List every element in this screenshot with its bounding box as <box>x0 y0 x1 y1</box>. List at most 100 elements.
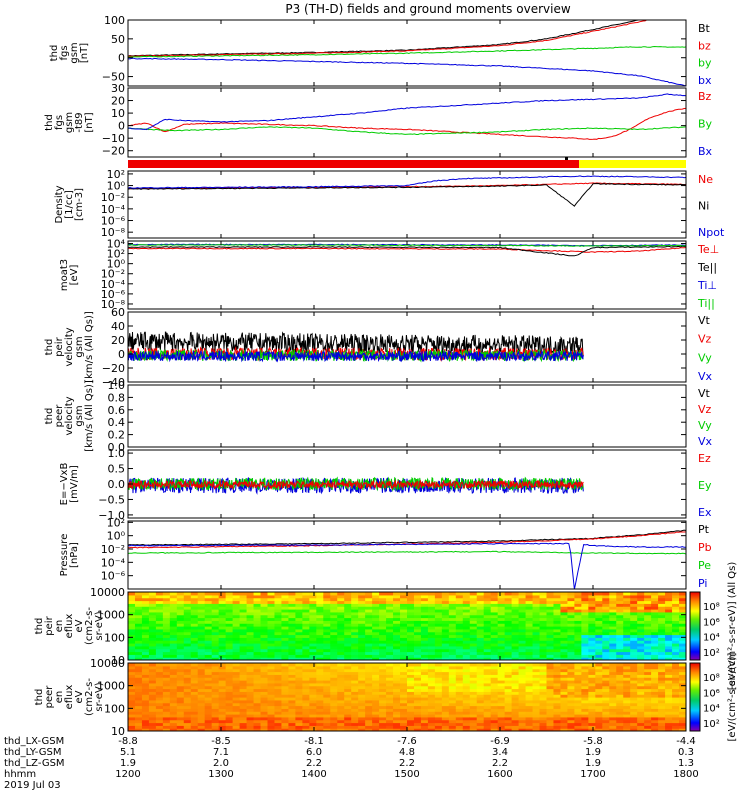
spectrogram-cell <box>162 592 171 596</box>
spectrogram-cell <box>365 651 373 655</box>
spectrogram-cell <box>588 682 596 687</box>
spectrogram-cell <box>309 648 317 653</box>
spectrogram-cell <box>183 651 192 655</box>
spectrogram-cell <box>141 654 150 658</box>
spectrogram-cell <box>644 600 652 604</box>
spectrogram-cell <box>441 714 450 718</box>
spectrogram-cell <box>239 634 248 638</box>
spectrogram-cell <box>427 611 436 616</box>
spectrogram-cell <box>462 688 471 692</box>
spectrogram-cell <box>637 719 645 724</box>
spectrogram-cell <box>546 711 555 715</box>
spectrogram-cell <box>274 702 283 707</box>
spectrogram-cell <box>644 654 652 658</box>
spectrogram-cell <box>379 626 387 630</box>
spectrogram-cell <box>602 597 610 602</box>
spectrogram-cell <box>672 628 680 633</box>
spectrogram-cell <box>462 711 471 715</box>
spectrogram-cell <box>483 714 492 718</box>
spectrogram-cell <box>400 651 408 655</box>
spectrogram-cell <box>595 674 603 678</box>
spectrogram-cell <box>128 725 136 729</box>
spectrogram-cell <box>497 600 506 604</box>
spectrogram-cell <box>623 600 631 604</box>
spectrogram-cell <box>525 725 534 729</box>
spectrogram-cell <box>609 628 617 633</box>
spectrogram-cell <box>302 623 310 627</box>
spectrogram-cell <box>183 628 192 633</box>
spectrogram-cell <box>476 606 485 610</box>
spectrogram-cell <box>672 597 680 602</box>
spectrogram-cell <box>546 631 555 636</box>
spectrogram-cell <box>302 705 310 709</box>
spectrogram-cell <box>337 640 345 644</box>
spectrogram-cell <box>511 609 520 613</box>
spectrogram-cell <box>128 611 136 616</box>
spectrogram-cell <box>532 628 541 633</box>
spectrogram-cell <box>497 719 506 724</box>
x-tick-value: 1600 <box>487 769 512 780</box>
spectrogram-cell <box>281 597 290 602</box>
spectrogram-cell <box>232 645 241 650</box>
spectrogram-cell <box>567 648 575 653</box>
spectrogram-cell <box>323 691 331 695</box>
spectrogram-cell <box>218 691 227 695</box>
spectrogram-cell <box>141 651 150 655</box>
spectrogram-cell <box>602 614 610 619</box>
spectrogram-cell <box>525 663 534 667</box>
spectrogram-cell <box>434 648 443 653</box>
spectrogram-cell <box>651 631 659 636</box>
spectrogram-cell <box>128 603 136 607</box>
spectrogram-cell <box>281 663 290 667</box>
spectrogram-cell <box>190 705 199 709</box>
spectrogram-cell <box>518 645 527 650</box>
spectrogram-cell <box>609 637 617 641</box>
spectrogram-cell <box>232 614 241 619</box>
spectrogram-cell <box>393 645 401 650</box>
spectrogram-cell <box>365 606 373 610</box>
y-tick-label: 0.8 <box>108 391 126 404</box>
spectrogram-cell <box>560 631 569 636</box>
spectrogram-cell <box>595 680 603 684</box>
spectrogram-cell <box>602 651 610 655</box>
spectrogram-cell <box>672 654 680 658</box>
spectrogram-cell <box>239 714 248 718</box>
spectrogram-cell <box>260 617 269 621</box>
colorbar-tick-label: 10⁶ <box>703 688 720 699</box>
spectrogram-cell <box>288 631 296 636</box>
spectrogram-cell <box>176 617 185 621</box>
spectrogram-cell <box>427 668 436 673</box>
spectrogram-cell <box>420 725 429 729</box>
spectrogram-cell <box>358 623 366 627</box>
spectrogram-cell <box>295 594 303 599</box>
spectrogram-cell <box>246 657 255 660</box>
spectrogram-cell <box>253 634 262 638</box>
spectrogram-cell <box>400 628 408 633</box>
spectrogram-cell <box>260 648 269 653</box>
spectrogram-cell <box>588 725 596 729</box>
spectrogram-cell <box>316 699 324 704</box>
spectrogram-cell <box>190 631 199 636</box>
spectrogram-cell <box>246 674 255 678</box>
spectrogram-cell <box>365 611 373 616</box>
spectrogram-cell <box>183 611 192 616</box>
spectrogram-cell <box>420 702 429 707</box>
spectrogram-cell <box>574 722 582 726</box>
spectrogram-cell <box>679 654 686 658</box>
spectrogram-cell <box>253 654 262 658</box>
spectrogram-cell <box>344 691 352 695</box>
spectrogram-cell <box>420 617 429 621</box>
spectrogram-cell <box>267 628 276 633</box>
spectrogram-cell <box>525 657 534 660</box>
spectrogram-cell <box>455 668 464 673</box>
spectrogram-cell <box>260 685 269 690</box>
spectrogram-cell <box>539 697 548 701</box>
legend-3-item: Ni <box>698 200 709 213</box>
x-tick-value: -7.6 <box>397 736 417 747</box>
spectrogram-cell <box>281 671 290 675</box>
spectrogram-cell <box>434 668 443 673</box>
spectrogram-cell <box>386 714 394 718</box>
spectrogram-cell <box>246 614 255 619</box>
spectrogram-cell <box>176 688 185 692</box>
spectrogram-cell <box>462 643 471 647</box>
